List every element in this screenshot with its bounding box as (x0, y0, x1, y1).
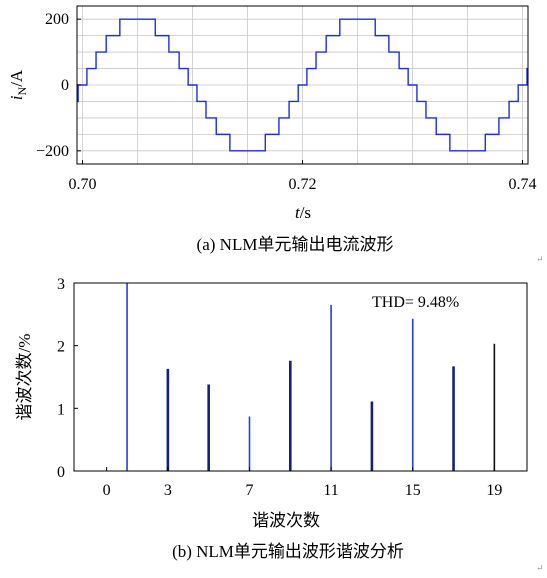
bottom-ytick-label: 1 (57, 401, 65, 418)
bottom-xtick-label: 15 (405, 482, 421, 499)
top-xlabel-unit: /s (300, 203, 311, 222)
bottom-xtick-label: 0 (103, 482, 111, 499)
top-ylabel: iN/A (7, 69, 29, 100)
return-mark-1: ↵ (536, 254, 544, 264)
current-waveform-chart: 0.70 0.72 0.74 200 0 −200 iN/A t/s (a) NLM单元输… (7, 5, 537, 254)
bottom-ytick-label: 2 (57, 339, 65, 356)
waveform-line (77, 18, 528, 152)
top-xlabel: t/s (295, 203, 311, 222)
bottom-xtick-label: 7 (245, 482, 253, 499)
bottom-bars (126, 283, 496, 471)
bottom-xtick-label: 3 (164, 482, 172, 499)
top-ytick-label: −200 (36, 143, 69, 160)
bottom-caption: (b) NLM单元输出波形谐波分析 (172, 542, 404, 561)
bottom-plot-frame (73, 282, 528, 472)
top-ytick-label: 200 (45, 11, 69, 28)
top-xtick-label: 0.72 (289, 176, 317, 193)
bottom-xtick-label: 19 (486, 482, 502, 499)
bottom-ytick-label: 3 (57, 276, 65, 293)
thd-annotation: THD= 9.48% (372, 294, 459, 311)
top-ylabel-sub: N (15, 86, 29, 95)
top-ticks: 0.70 0.72 0.74 200 0 −200 (36, 11, 537, 193)
top-ylabel-main: i (7, 95, 26, 100)
top-xtick-label: 0.74 (509, 176, 537, 193)
top-ytick-label: 0 (61, 77, 69, 94)
top-waveform (77, 18, 528, 152)
top-ylabel-unit: /A (7, 69, 26, 87)
bottom-xlabel: 谐波次数 (252, 511, 320, 530)
bottom-ytick-label: 0 (57, 464, 65, 481)
top-xlabel-main: t (295, 203, 301, 222)
top-caption: (a) NLM单元输出电流波形 (197, 235, 394, 254)
bottom-xtick-label: 11 (323, 482, 338, 499)
return-mark-2: ↵ (536, 563, 544, 573)
top-xtick-label: 0.70 (69, 176, 97, 193)
harmonic-spectrum-chart: 0 3 7 11 15 19 0 1 2 3 THD= 9.48% 谐波次数/% 谐波次数 (b)… (15, 276, 528, 561)
bottom-ticks: 0 3 7 11 15 19 0 1 2 3 (57, 276, 502, 499)
bottom-ylabel: 谐波次数/% (15, 334, 34, 421)
